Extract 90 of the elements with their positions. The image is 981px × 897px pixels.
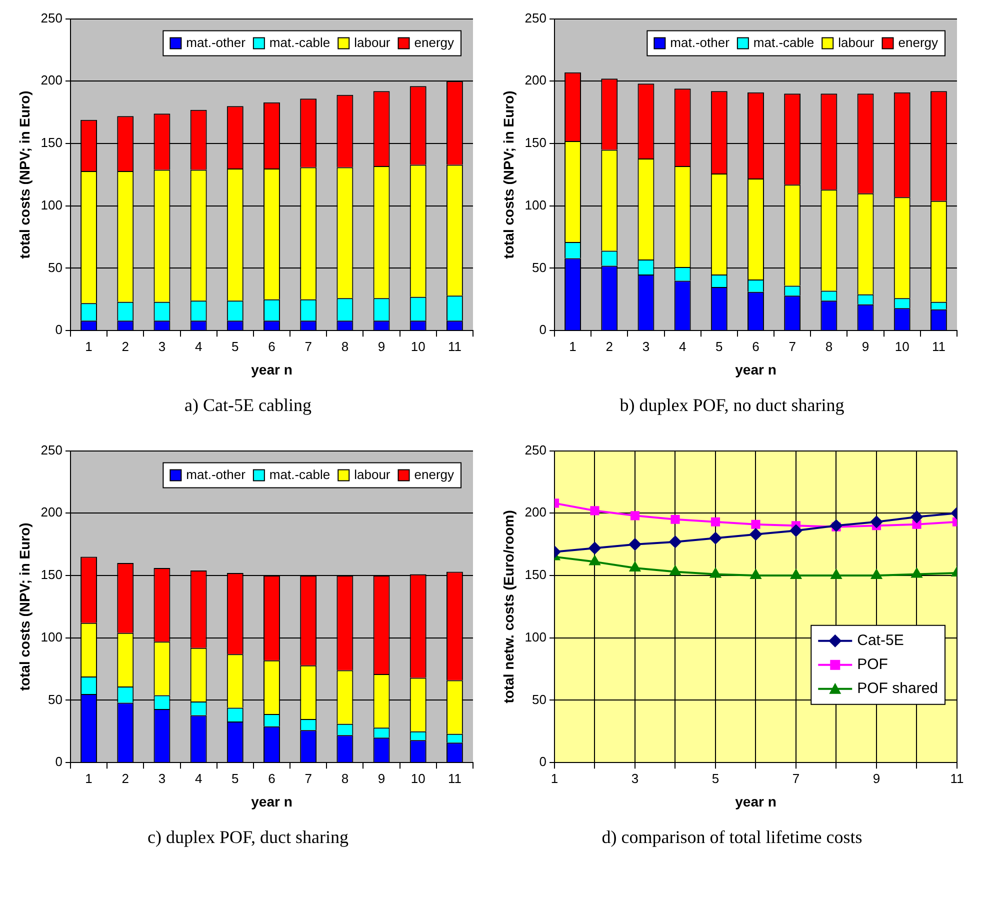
x-tick-label: 6 xyxy=(752,338,760,354)
x-tick-label: 7 xyxy=(304,338,312,354)
y-tick-label: 200 xyxy=(40,504,62,520)
y-tick-label: 50 xyxy=(48,260,62,275)
x-tick-label: 8 xyxy=(341,770,349,786)
y-tick-label: 0 xyxy=(55,754,62,770)
y-tick-label: 100 xyxy=(524,629,546,644)
x-tick-label: 8 xyxy=(341,338,349,354)
y-axis-title: total costs (NPV; in Euro) xyxy=(16,522,32,691)
x-tick-label: 6 xyxy=(268,338,276,354)
x-tick-label: 3 xyxy=(158,770,166,786)
x-tick-label: 4 xyxy=(194,338,202,354)
x-tick-label: 4 xyxy=(194,770,202,786)
x-tick-label: 11 xyxy=(932,338,946,354)
x-tick-label: 2 xyxy=(606,338,613,354)
x-tick-label: 10 xyxy=(410,338,426,354)
x-tick-label: 11 xyxy=(448,338,462,354)
x-tick-label: 1 xyxy=(569,338,576,354)
y-tick-label: 100 xyxy=(40,197,62,212)
x-tick-label: 5 xyxy=(716,338,723,354)
x-tick-label: 5 xyxy=(232,338,239,354)
x-tick-label: 2 xyxy=(122,770,129,786)
x-tick-label: 11 xyxy=(950,770,964,786)
y-tick-label: 150 xyxy=(524,135,546,150)
legend-label: mat.-other xyxy=(670,34,730,50)
legend-label: POF shared xyxy=(857,680,938,698)
y-tick-label: 0 xyxy=(55,322,62,338)
x-tick-label: 10 xyxy=(894,338,910,354)
y-tick-label: 50 xyxy=(532,692,546,707)
legend-label: energy xyxy=(414,466,454,482)
x-tick-label: 5 xyxy=(712,770,720,786)
x-tick-label: 3 xyxy=(158,338,166,354)
legend-label: labour xyxy=(838,34,875,50)
y-tick-label: 100 xyxy=(40,629,62,644)
y-tick-label: 250 xyxy=(524,442,546,458)
y-tick-label: 250 xyxy=(40,442,62,458)
legend-label: mat.-other xyxy=(186,34,246,50)
x-tick-label: 3 xyxy=(631,770,639,786)
legend-label: mat.-cable xyxy=(753,34,814,50)
x-tick-label: 8 xyxy=(825,338,833,354)
legend-label: labour xyxy=(354,466,391,482)
x-tick-label: 1 xyxy=(550,770,558,786)
x-tick-label: 7 xyxy=(788,338,796,354)
y-tick-label: 200 xyxy=(524,72,546,88)
y-tick-label: 100 xyxy=(524,197,546,212)
y-tick-label: 200 xyxy=(524,504,546,520)
text: d) comparison of total lifetime costs xyxy=(602,827,862,848)
y-tick-label: 150 xyxy=(524,567,546,582)
y-tick-label: 0 xyxy=(539,754,546,770)
y-tick-label: 50 xyxy=(48,692,62,707)
y-tick-label: 50 xyxy=(532,260,546,275)
y-tick-label: 150 xyxy=(40,135,62,150)
legend-label: mat.-cable xyxy=(269,34,330,50)
legend-label: energy xyxy=(414,34,454,50)
text: c) duplex POF, duct sharing xyxy=(147,827,349,848)
x-axis-title: year n xyxy=(251,361,292,378)
legend-label: labour xyxy=(354,34,391,50)
x-tick-label: 5 xyxy=(232,770,239,786)
x-tick-label: 7 xyxy=(304,770,312,786)
x-tick-label: 3 xyxy=(642,338,650,354)
y-tick-label: 150 xyxy=(40,567,62,582)
x-tick-label: 9 xyxy=(872,770,880,786)
y-axis-title: total costs (NPV; in Euro) xyxy=(16,90,32,259)
y-tick-label: 250 xyxy=(524,10,546,26)
y-tick-label: 0 xyxy=(539,322,546,338)
x-tick-label: 1 xyxy=(85,770,92,786)
y-axis-title: total netw. costs (Euro/room) xyxy=(500,510,516,704)
text: a) Cat-5E cabling xyxy=(184,395,312,416)
x-axis-title: year n xyxy=(735,361,776,378)
x-tick-label: 9 xyxy=(378,338,386,354)
legend-label: energy xyxy=(898,34,938,50)
text: b) duplex POF, no duct sharing xyxy=(620,395,844,416)
x-tick-label: 6 xyxy=(268,770,276,786)
legend-label: mat.-other xyxy=(186,466,246,482)
y-axis-title: total costs (NPV; in Euro) xyxy=(500,90,516,259)
x-tick-label: 7 xyxy=(792,770,800,786)
x-tick-label: 9 xyxy=(862,338,870,354)
legend-label: mat.-cable xyxy=(269,466,330,482)
x-tick-label: 11 xyxy=(448,770,462,786)
x-axis-title: year n xyxy=(735,793,776,810)
legend-label: POF xyxy=(857,656,888,674)
x-tick-label: 4 xyxy=(678,338,686,354)
legend-label: Cat-5E xyxy=(857,632,904,650)
x-tick-label: 10 xyxy=(410,770,426,786)
x-tick-label: 2 xyxy=(122,338,129,354)
x-tick-label: 9 xyxy=(378,770,386,786)
y-tick-label: 250 xyxy=(40,10,62,26)
x-tick-label: 1 xyxy=(85,338,92,354)
x-axis-title: year n xyxy=(251,793,292,810)
y-tick-label: 200 xyxy=(40,72,62,88)
